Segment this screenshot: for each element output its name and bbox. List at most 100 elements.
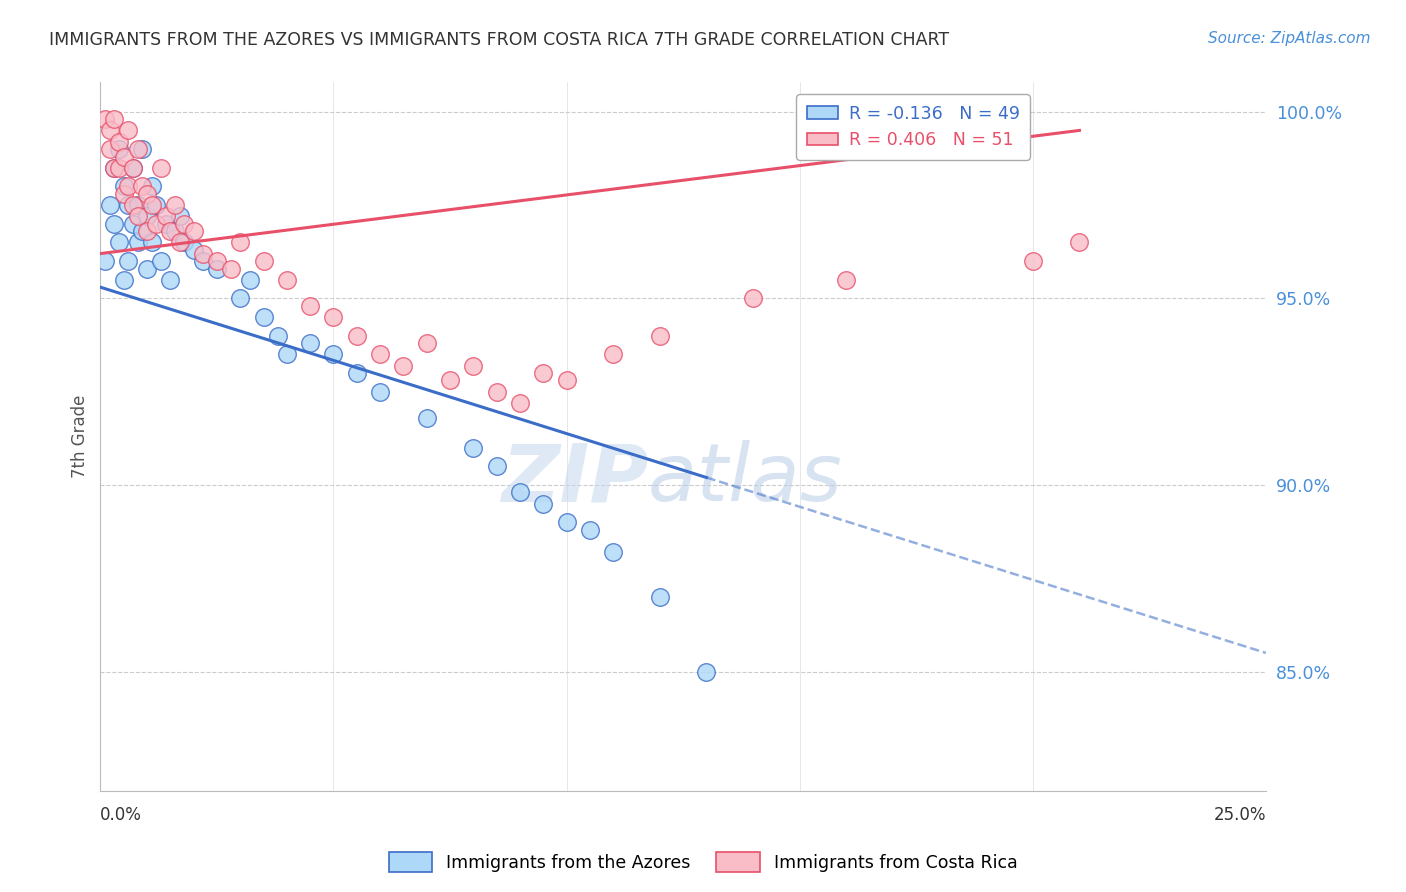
Point: [136, 261, 159, 276]
Point: [346, 366, 368, 380]
Point: [485, 459, 508, 474]
Point: [322, 310, 344, 324]
Point: [602, 347, 624, 361]
Point: [299, 336, 322, 351]
Point: [169, 209, 191, 223]
Point: [112, 149, 135, 163]
Point: [579, 523, 602, 537]
Text: 25.0%: 25.0%: [1213, 806, 1265, 824]
Point: [117, 198, 139, 212]
Point: [163, 224, 186, 238]
Point: [103, 161, 125, 175]
Point: [108, 142, 131, 156]
Text: IMMIGRANTS FROM THE AZORES VS IMMIGRANTS FROM COSTA RICA 7TH GRADE CORRELATION C: IMMIGRANTS FROM THE AZORES VS IMMIGRANTS…: [49, 31, 949, 49]
Point: [648, 590, 671, 604]
Point: [127, 209, 149, 223]
Text: ZIP: ZIP: [501, 440, 648, 518]
Point: [205, 261, 228, 276]
Point: [98, 198, 121, 212]
Text: 0.0%: 0.0%: [100, 806, 142, 824]
Point: [276, 273, 298, 287]
Point: [112, 273, 135, 287]
Point: [103, 217, 125, 231]
Point: [122, 161, 145, 175]
Point: [509, 396, 531, 410]
Point: [742, 291, 765, 305]
Point: [112, 186, 135, 201]
Point: [205, 254, 228, 268]
Point: [94, 112, 117, 127]
Point: [108, 161, 131, 175]
Point: [141, 235, 163, 250]
Point: [368, 347, 391, 361]
Point: [131, 224, 153, 238]
Point: [392, 359, 415, 373]
Point: [145, 198, 167, 212]
Point: [94, 254, 117, 268]
Point: [163, 198, 186, 212]
Point: [127, 142, 149, 156]
Point: [103, 112, 125, 127]
Point: [122, 217, 145, 231]
Point: [117, 254, 139, 268]
Point: [108, 235, 131, 250]
Point: [229, 235, 252, 250]
Point: [439, 374, 461, 388]
Point: [415, 336, 437, 351]
Point: [555, 516, 578, 530]
Point: [485, 384, 508, 399]
Point: [602, 545, 624, 559]
Legend: Immigrants from the Azores, Immigrants from Costa Rica: Immigrants from the Azores, Immigrants f…: [381, 845, 1025, 879]
Point: [169, 235, 191, 250]
Point: [835, 273, 858, 287]
Point: [127, 235, 149, 250]
Point: [122, 198, 145, 212]
Point: [149, 254, 172, 268]
Point: [127, 198, 149, 212]
Point: [1069, 235, 1091, 250]
Point: [219, 261, 242, 276]
Point: [159, 273, 181, 287]
Point: [191, 246, 214, 260]
Point: [136, 224, 159, 238]
Point: [346, 328, 368, 343]
Point: [117, 179, 139, 194]
Point: [136, 209, 159, 223]
Point: [155, 209, 177, 223]
Point: [229, 291, 252, 305]
Point: [149, 161, 172, 175]
Point: [531, 497, 554, 511]
Point: [463, 359, 485, 373]
Point: [299, 299, 322, 313]
Point: [173, 235, 195, 250]
Point: [108, 135, 131, 149]
Text: atlas: atlas: [648, 440, 844, 518]
Point: [141, 198, 163, 212]
Point: [695, 665, 717, 679]
Point: [276, 347, 298, 361]
Point: [136, 186, 159, 201]
Point: [122, 161, 145, 175]
Point: [415, 410, 437, 425]
Point: [368, 384, 391, 399]
Point: [155, 217, 177, 231]
Y-axis label: 7th Grade: 7th Grade: [72, 395, 89, 478]
Legend: R = -0.136   N = 49, R = 0.406   N = 51: R = -0.136 N = 49, R = 0.406 N = 51: [796, 95, 1031, 160]
Point: [183, 243, 205, 257]
Point: [252, 254, 274, 268]
Text: Source: ZipAtlas.com: Source: ZipAtlas.com: [1208, 31, 1371, 46]
Point: [98, 142, 121, 156]
Point: [266, 328, 288, 343]
Point: [238, 273, 260, 287]
Point: [322, 347, 344, 361]
Point: [463, 441, 485, 455]
Point: [531, 366, 554, 380]
Point: [103, 161, 125, 175]
Point: [191, 254, 214, 268]
Point: [173, 217, 195, 231]
Point: [555, 374, 578, 388]
Point: [252, 310, 274, 324]
Point: [131, 142, 153, 156]
Point: [145, 217, 167, 231]
Point: [183, 224, 205, 238]
